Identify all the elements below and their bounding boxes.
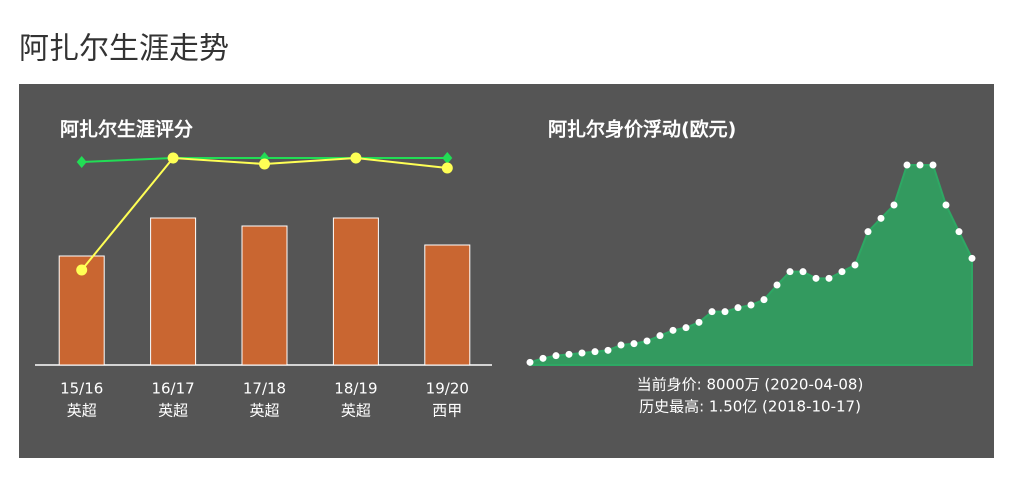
point [552, 352, 560, 360]
marker [350, 152, 362, 164]
point [786, 268, 794, 276]
x-tick-label: 19/20 [426, 380, 469, 398]
point [643, 337, 651, 345]
point [630, 340, 638, 348]
x-tick-label: 英超 [341, 402, 371, 420]
point [656, 332, 664, 340]
chart-title: 阿扎尔生涯评分 [60, 118, 193, 141]
page-title: 阿扎尔生涯走势 [19, 32, 229, 67]
point [916, 161, 924, 169]
point [864, 228, 872, 236]
x-tick-label: 16/17 [151, 380, 194, 398]
point [955, 228, 963, 236]
marker [441, 162, 453, 174]
point [708, 308, 716, 316]
point [617, 341, 625, 349]
marker [442, 152, 453, 164]
point [734, 304, 742, 312]
marker [76, 264, 88, 276]
point [604, 346, 612, 354]
bar [332, 217, 379, 366]
point [682, 324, 690, 332]
point [578, 349, 586, 357]
point [929, 161, 937, 169]
x-tick-label: 英超 [249, 402, 279, 420]
x-tick-label: 15/16 [60, 380, 103, 398]
bar [424, 244, 471, 366]
x-tick-label: 18/19 [334, 380, 377, 398]
point [773, 281, 781, 289]
point [942, 201, 950, 209]
point [669, 326, 677, 334]
point [695, 318, 703, 326]
point [877, 214, 885, 222]
annotation: 历史最高: 1.50亿 (2018-10-17) [639, 398, 861, 416]
point [565, 350, 573, 358]
x-tick-label: 西甲 [432, 402, 462, 420]
point [903, 161, 911, 169]
point [591, 348, 599, 356]
x-tick-label: 英超 [158, 402, 188, 420]
x-tick-label: 英超 [67, 402, 97, 420]
chart-title: 阿扎尔身价浮动(欧元) [548, 118, 736, 141]
point [838, 268, 846, 276]
marker [76, 156, 87, 168]
point [890, 201, 898, 209]
point [721, 308, 729, 316]
point [526, 358, 534, 366]
annotation: 当前身价: 8000万 (2020-04-08) [637, 376, 864, 394]
bar [150, 217, 197, 366]
point [968, 254, 976, 262]
point [760, 296, 768, 304]
point [747, 301, 755, 309]
point [851, 261, 859, 269]
point [825, 274, 833, 282]
marker [167, 152, 179, 164]
bar [241, 225, 288, 366]
marker [259, 158, 270, 170]
point [539, 354, 547, 362]
x-tick-label: 17/18 [243, 380, 286, 398]
point [799, 268, 807, 276]
point [812, 274, 820, 282]
